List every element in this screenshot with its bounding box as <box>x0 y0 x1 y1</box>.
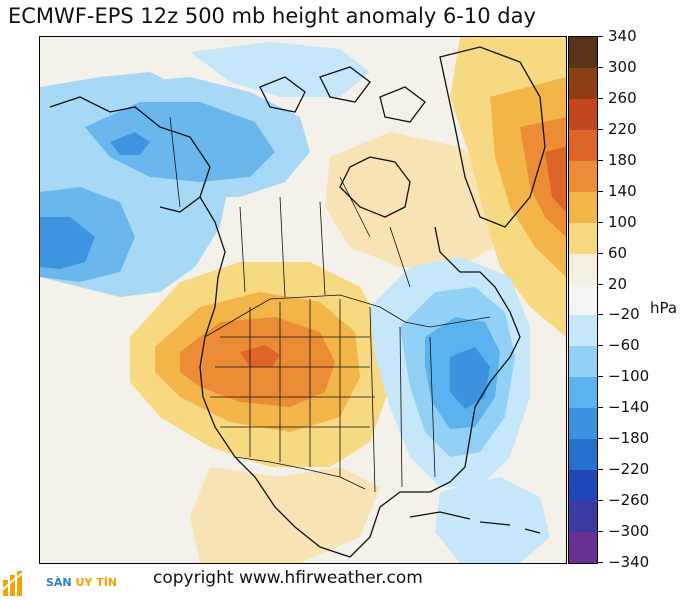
greenland-ridge-core <box>545 147 566 212</box>
colorbar-tick-mark <box>597 562 603 563</box>
colorbar-tick-label: −220 <box>608 460 650 479</box>
colorbar-segment <box>569 532 597 563</box>
colorbar-segment <box>569 191 597 224</box>
colorbar-tick-mark <box>597 36 603 37</box>
colorbar-tick-mark <box>597 252 603 254</box>
map-svg <box>40 37 566 563</box>
colorbar-tick-label: 300 <box>608 57 637 76</box>
colorbar-segment <box>569 315 597 347</box>
colorbar-tick-mark <box>597 376 603 378</box>
us-west-coast <box>199 336 256 478</box>
colorbar-tick-label: −140 <box>608 398 650 417</box>
canada-us-border <box>204 294 491 338</box>
colorbar-segment <box>569 98 597 131</box>
bar-chart-logo-icon <box>2 568 31 596</box>
colorbar-segment <box>569 346 597 378</box>
colorbar-tick-label: −340 <box>608 553 650 571</box>
colorbar-tick-mark <box>597 314 603 316</box>
arctic-islands <box>259 66 426 123</box>
gulf-coast <box>349 466 466 558</box>
southeast-positive <box>190 467 380 563</box>
colorbar-tick-mark <box>597 438 603 440</box>
colorbar-tick-label: −260 <box>608 491 650 510</box>
colorbar-tick-mark <box>597 407 603 409</box>
colorbar-segment <box>569 377 597 409</box>
colorbar-segment <box>569 470 597 502</box>
greenland-coast <box>439 46 546 228</box>
colorbar-tick-label: −60 <box>608 336 640 355</box>
western-trough-core <box>40 217 95 269</box>
colorbar-segment <box>569 253 597 286</box>
colorbar-tick-mark <box>597 221 603 223</box>
coastlines <box>49 46 546 558</box>
colorbar-tick-label: 260 <box>608 88 637 107</box>
caribbean-islands <box>409 511 541 534</box>
borders <box>169 116 491 493</box>
colorbar-segment <box>569 501 597 533</box>
colorbar-tick-label: 180 <box>608 150 637 169</box>
colorbar-segment <box>569 439 597 471</box>
logo-text: SÀN UY TÍN <box>46 576 117 589</box>
unit-label: hPa <box>650 299 678 317</box>
canada-east-coast <box>434 226 511 313</box>
greenland-ridge-inner <box>520 117 566 237</box>
atlantic-south-negative <box>435 477 550 563</box>
us-mexico-border <box>234 456 366 490</box>
colorbar-tick-label: −100 <box>608 367 650 386</box>
colorbar-tick-label: −180 <box>608 429 650 448</box>
hudson-bay <box>339 156 411 218</box>
colorbar-segment <box>569 160 597 193</box>
colorbar-segment <box>569 67 597 100</box>
brand-logo: SÀN UY TÍN <box>0 566 140 598</box>
canadian-provinces <box>239 176 411 298</box>
colorbar-tick-label: −300 <box>608 522 650 541</box>
arctic-negative <box>190 42 370 97</box>
colorbar-tick-mark <box>597 345 603 347</box>
logo-text-second: UY TÍN <box>75 576 118 589</box>
logo-text-first: SÀN <box>46 576 72 589</box>
colorbar-segment <box>569 37 597 69</box>
page-title: ECMWF-EPS 12z 500 mb height anomaly 6-10… <box>8 4 536 28</box>
colorbar-tick-mark <box>597 469 603 471</box>
colorbar-segment <box>569 408 597 440</box>
colorbar-tick-mark <box>597 531 603 533</box>
canada-west-coast <box>199 196 226 338</box>
colorbar-tick-mark <box>597 128 603 130</box>
colorbar-segment <box>569 222 597 255</box>
anomaly-map <box>39 36 567 564</box>
us-east-coast <box>464 311 521 468</box>
colorbar-tick-label: 100 <box>608 212 637 231</box>
canada-positive-outer <box>325 132 510 267</box>
mexico-west-coast <box>254 476 351 558</box>
colorbar-tick-label: 20 <box>608 274 628 293</box>
alaska-trough-mid <box>85 102 275 182</box>
alaska-coast <box>49 96 211 213</box>
colorbar-tick-mark <box>597 66 603 68</box>
east-trough-core <box>450 347 490 409</box>
colorbar-tick-label: 220 <box>608 119 637 138</box>
colorbar-tick-mark <box>597 159 603 161</box>
colorbar-tick-mark <box>597 97 603 99</box>
colorbar-tick-mark <box>597 283 603 285</box>
alaska-trough-core <box>110 132 150 155</box>
colorbar-segment <box>569 284 597 317</box>
colorbar-tick-mark <box>597 500 603 502</box>
alaska-canada-border <box>169 116 181 208</box>
copyright-text: copyright www.hfirweather.com <box>153 568 423 588</box>
colorbar-tick-label: 340 <box>608 27 637 45</box>
colorbar-segment <box>569 129 597 162</box>
us-states <box>210 299 436 493</box>
colorbar-tick-label: 140 <box>608 181 637 200</box>
colorbar <box>568 36 598 564</box>
colorbar-tick-mark <box>597 190 603 192</box>
colorbar-tick-label: 60 <box>608 243 628 262</box>
colorbar-tick-label: −20 <box>608 305 640 324</box>
